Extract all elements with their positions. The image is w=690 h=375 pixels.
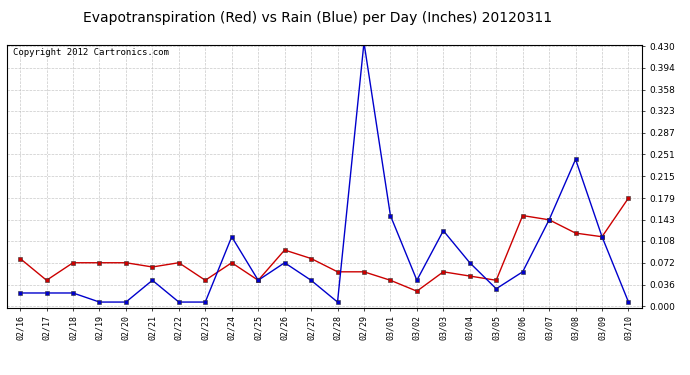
Text: Evapotranspiration (Red) vs Rain (Blue) per Day (Inches) 20120311: Evapotranspiration (Red) vs Rain (Blue) … — [83, 11, 552, 25]
Text: Copyright 2012 Cartronics.com: Copyright 2012 Cartronics.com — [13, 48, 169, 57]
